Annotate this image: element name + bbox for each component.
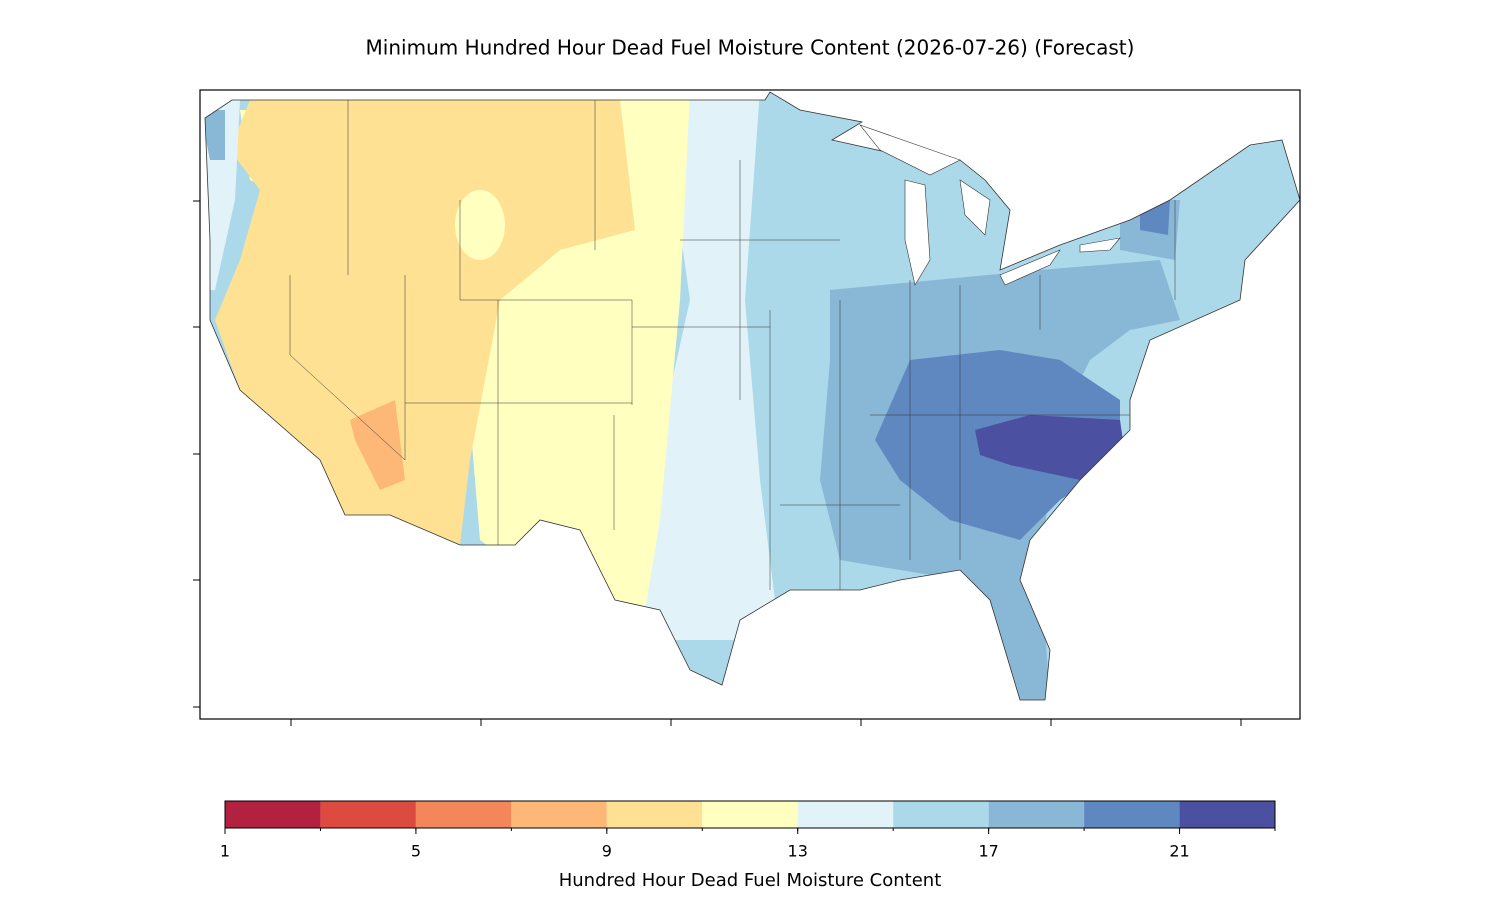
colorbar-segment (606, 801, 703, 828)
colorbar-segment (225, 801, 321, 828)
colorbar-segment (320, 801, 416, 828)
moisture-region (975, 415, 1125, 480)
moisture-region (470, 92, 690, 640)
colorbar-tick-label: 21 (1169, 842, 1189, 861)
colorbar-segment (511, 801, 607, 828)
great-lakes (859, 124, 1121, 286)
colorbar-label: Hundred Hour Dead Fuel Moisture Content (559, 870, 942, 891)
colorbar-segment (893, 801, 989, 828)
colorbar-segment (1084, 801, 1180, 828)
colorbar-segment (415, 801, 512, 828)
colorbar: 1 5 9 13 17 21 (220, 800, 1276, 861)
axis-ticks (193, 200, 1242, 726)
colorbar-segment (797, 801, 894, 828)
colorbar-segment (702, 801, 798, 828)
colorbar-tick-label: 5 (411, 842, 421, 861)
moisture-region (205, 110, 225, 160)
chart-title: Minimum Hundred Hour Dead Fuel Moisture … (366, 36, 1135, 60)
colorbar-segment (1179, 801, 1275, 828)
colorbar-tick-label: 1 (220, 842, 230, 861)
moisture-region (1140, 200, 1170, 235)
moisture-region (215, 100, 635, 545)
moisture-fill (205, 92, 1300, 700)
colorbar-segment (988, 801, 1085, 828)
colorbar-tick-label: 13 (788, 842, 808, 861)
us-outline (204, 91, 1301, 701)
moisture-region (455, 190, 505, 260)
colorbar-tick-label: 17 (978, 842, 998, 861)
colorbar-frame (224, 800, 1276, 829)
moisture-region (640, 92, 780, 640)
map-frame (199, 89, 1301, 720)
colorbar-tick-label: 9 (602, 842, 612, 861)
state-lines (289, 100, 1176, 590)
